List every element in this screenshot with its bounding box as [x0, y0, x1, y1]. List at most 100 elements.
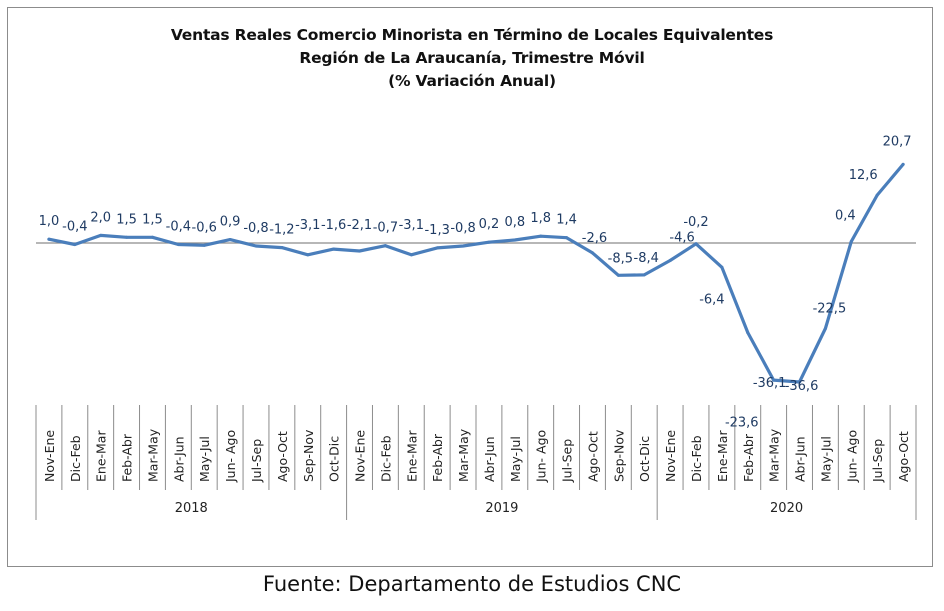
category-tick-label: Jul-Sep: [560, 439, 575, 483]
chart-title-line-3: (% Variación Anual): [388, 72, 556, 90]
category-tick-label: May-Jul: [818, 436, 833, 482]
data-point: [513, 238, 517, 242]
group-label: 2020: [770, 501, 803, 516]
category-tick-label: May-Jul: [508, 436, 523, 482]
source-caption: Fuente: Departamento de Estudios CNC: [262, 572, 682, 596]
category-tick-label: Mar-May: [145, 428, 160, 482]
data-point: [694, 242, 698, 246]
data-point: [772, 378, 776, 382]
data-point: [99, 233, 103, 237]
data-point: [539, 234, 543, 238]
data-label: -0,6: [192, 220, 217, 235]
data-label: 12,6: [849, 168, 878, 183]
data-point: [383, 244, 387, 248]
data-label: -36,1: [753, 376, 787, 391]
data-label: -22,5: [813, 301, 847, 316]
data-label: -23,6: [725, 416, 759, 431]
data-label: -0,8: [450, 221, 475, 236]
category-tick-label: Mar-May: [767, 428, 782, 482]
chart-title-line-1: Ventas Reales Comercio Minorista en Térm…: [170, 26, 774, 44]
data-label: 1,4: [556, 213, 577, 228]
category-tick-label: Feb-Abr: [120, 433, 135, 482]
category-tick-label: Abr-Jun: [482, 436, 497, 482]
data-point: [409, 253, 413, 257]
category-tick-label: May-Jul: [197, 436, 212, 482]
data-point: [487, 240, 491, 244]
category-tick-label: Nov-Ene: [42, 430, 57, 482]
data-point: [228, 238, 232, 242]
data-label-layer: 1,0 -0,42,0 1,5 1,5 -0,4 -0,6 0,9 -0,8 -1,2 -3,1-…: [39, 134, 912, 430]
data-point: [47, 237, 51, 241]
data-point: [73, 243, 77, 247]
data-point: [176, 243, 180, 247]
category-tick-label: Dic-Feb: [378, 435, 393, 482]
category-tick-label: Abr-Jun: [793, 436, 808, 482]
data-label: -3,1: [399, 218, 424, 233]
data-label: -1,2: [269, 223, 294, 238]
data-point: [616, 273, 620, 277]
data-point: [849, 239, 853, 243]
data-label: 0,8: [504, 215, 525, 230]
series-line: [47, 162, 905, 384]
data-label: -2,6: [582, 231, 607, 246]
data-label: -4,6: [669, 230, 694, 245]
data-label: 0,2: [479, 217, 500, 232]
data-point: [125, 235, 129, 239]
data-label: -1,6: [321, 218, 346, 233]
category-tick-label: Oct-Dic: [327, 436, 342, 482]
data-point: [435, 246, 439, 250]
data-point: [254, 244, 258, 248]
category-tick-label: Ago-Oct: [585, 431, 600, 482]
category-tick-label: Sep-Nov: [611, 429, 626, 482]
category-tick-label: Jul-Sep: [249, 439, 264, 483]
category-tick-label: Jun- Ago: [223, 430, 238, 483]
data-point: [306, 253, 310, 257]
data-label: -6,4: [699, 292, 724, 307]
data-label: 20,7: [883, 134, 912, 149]
category-tick-label: Ene-Mar: [715, 430, 730, 482]
category-tick-label: Nov-Ene: [353, 430, 368, 482]
category-tick-label: Jun- Ago: [534, 430, 549, 483]
data-label: 1,0: [39, 214, 60, 229]
category-tick-label: Dic-Feb: [689, 435, 704, 482]
data-label: -0,4: [62, 220, 87, 235]
data-label: 1,5: [142, 212, 163, 227]
data-label: 2,0: [90, 210, 111, 225]
category-tick-label: Nov-Ene: [663, 430, 678, 482]
category-tick-label: Ago-Oct: [896, 431, 911, 482]
tick-label-layer: Nov-Ene Dic-Feb Ene-Mar Feb-Abr Mar-May Abr-J…: [42, 428, 911, 516]
data-point: [332, 247, 336, 251]
data-label: -8,4: [634, 251, 659, 266]
data-point: [642, 273, 646, 277]
data-label: 0,9: [220, 215, 241, 230]
data-point: [875, 193, 879, 197]
data-label: 0,4: [835, 208, 856, 223]
category-tick-label: Jul-Sep: [870, 439, 885, 483]
category-tick-label: Ago-Oct: [275, 431, 290, 482]
data-label: -2,1: [347, 218, 372, 233]
category-tick-label: Feb-Abr: [430, 433, 445, 482]
data-point: [590, 251, 594, 255]
data-point: [798, 380, 802, 384]
data-point: [565, 236, 569, 240]
chart-title-line-2: Región de La Araucanía, Trimestre Móvil: [299, 49, 645, 67]
data-point: [202, 243, 206, 247]
data-point: [668, 258, 672, 262]
group-label: 2018: [175, 501, 208, 516]
series-layer: [47, 162, 905, 384]
category-tick-label: Abr-Jun: [171, 436, 186, 482]
data-label: 1,5: [116, 212, 137, 227]
category-tick-label: Mar-May: [456, 428, 471, 482]
data-label: -0,7: [373, 221, 398, 236]
data-label: 1,8: [530, 211, 551, 226]
data-point: [150, 235, 154, 239]
data-label: -0,8: [243, 221, 268, 236]
data-label: -0,2: [683, 215, 708, 230]
category-tick-label: Ene-Mar: [404, 430, 419, 482]
category-tick-label: Feb-Abr: [741, 433, 756, 482]
data-point: [901, 162, 905, 166]
data-point: [280, 246, 284, 250]
data-label: -0,4: [166, 220, 191, 235]
data-label: -36,6: [785, 379, 819, 394]
